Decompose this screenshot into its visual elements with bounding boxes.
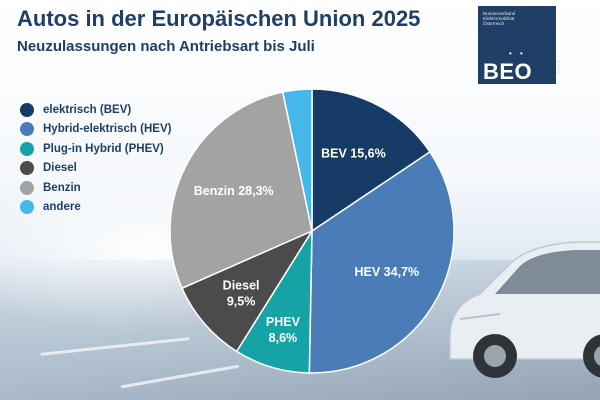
chart-subtitle: Neuzulassungen nach Antriebsart bis Juli: [17, 38, 315, 55]
slice-label: Diesel 9,5%: [223, 278, 260, 308]
logo-dots: • •: [509, 49, 526, 58]
legend-swatch: [20, 180, 34, 195]
legend-label: Diesel: [43, 162, 77, 175]
pie-slice-diesel: [181, 229, 314, 353]
logo-line: Bundesverband: [483, 11, 516, 16]
legend-item: Benzin: [20, 178, 171, 197]
logo-text: BEO: [483, 59, 533, 84]
pie-slice-bev: [311, 88, 431, 233]
slice-label: 3,3%: [282, 70, 311, 84]
chart-legend: elektrisch (BEV) Hybrid-elektrisch (HEV) P…: [20, 100, 171, 218]
logo-line: Österreich: [483, 21, 505, 27]
pie-slice-andere: [281, 88, 313, 232]
pie-slice-hev: [308, 150, 455, 374]
legend-item: Plug-in Hybrid (PHEV): [20, 139, 171, 158]
legend-swatch: [20, 141, 34, 156]
beo-logo: Bundesverband Elektromobilität Österreic…: [478, 6, 560, 84]
slice-label: HEV 34,7%: [354, 265, 419, 279]
legend-label: Benzin: [43, 181, 81, 194]
legend-swatch: [20, 102, 34, 117]
logo-line: Elektromobilität: [483, 16, 515, 22]
legend-item: elektrisch (BEV): [20, 100, 171, 119]
legend-label: Plug-in Hybrid (PHEV): [43, 142, 164, 155]
slice-label: BEV 15,6%: [321, 146, 386, 160]
slice-label: Benzin 28,3%: [194, 184, 274, 198]
legend-label: Hybrid-elektrisch (HEV): [43, 123, 172, 136]
legend-item: andere: [20, 198, 171, 217]
legend-swatch: [20, 200, 34, 215]
legend-swatch: [20, 161, 34, 176]
legend-label: elektrisch (BEV): [43, 103, 132, 116]
pie-slice-benzin: [169, 91, 313, 290]
slice-label: PHEV 8,6%: [266, 315, 301, 345]
car-image: [449, 241, 600, 378]
legend-label: andere: [43, 201, 81, 214]
legend-item: Hybrid-elektrisch (HEV): [20, 120, 171, 139]
legend-swatch: [20, 122, 34, 137]
legend-item: Diesel: [20, 159, 171, 178]
logo-org-name: Bundesverband Elektromobilität Österreic…: [483, 11, 543, 27]
chart-title: Autos in der Europäischen Union 2025: [17, 6, 421, 31]
